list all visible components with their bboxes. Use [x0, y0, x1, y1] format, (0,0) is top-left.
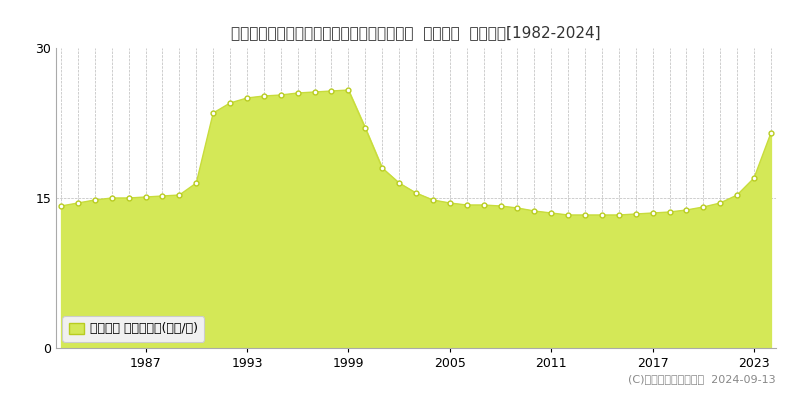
Text: (C)土地価格ドットコム  2024-09-13: (C)土地価格ドットコム 2024-09-13: [628, 374, 776, 384]
Title: 北海道札幌市北区篠路１条３丁目１番５０外  地価公示  地価推移[1982-2024]: 北海道札幌市北区篠路１条３丁目１番５０外 地価公示 地価推移[1982-2024…: [231, 25, 601, 40]
Legend: 地価公示 平均坪単価(万円/坪): 地価公示 平均坪単価(万円/坪): [62, 316, 204, 342]
